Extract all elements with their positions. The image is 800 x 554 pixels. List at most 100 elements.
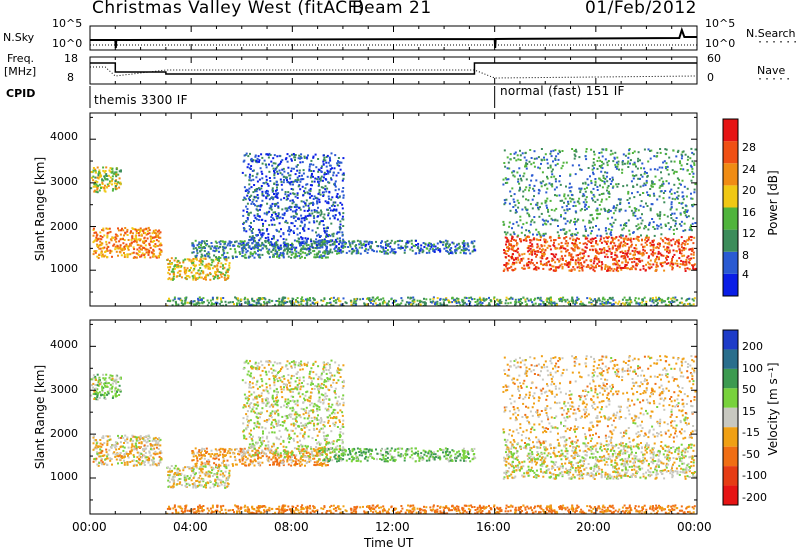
power-cell <box>359 242 362 245</box>
power-cell <box>92 167 95 169</box>
power-cell <box>333 217 336 220</box>
power-cell <box>682 168 685 171</box>
power-cell <box>619 224 622 227</box>
power-cell <box>587 167 590 169</box>
power-cell <box>126 228 129 231</box>
power-cell <box>299 180 302 183</box>
power-cell <box>598 193 601 196</box>
power-cell <box>517 247 520 250</box>
power-cell <box>143 254 146 257</box>
power-cell <box>99 235 102 237</box>
power-cell <box>312 250 315 253</box>
power-cell <box>638 226 641 229</box>
power-cell <box>687 215 690 218</box>
power-cell <box>591 168 594 171</box>
power-cell <box>576 247 579 250</box>
power-cell <box>667 173 670 176</box>
power-cell <box>273 171 276 174</box>
power-cell <box>511 263 514 266</box>
power-cell <box>660 226 663 229</box>
power-cell <box>255 190 258 193</box>
power-cell <box>608 266 611 269</box>
power-cell <box>691 204 693 206</box>
power-cell <box>686 256 689 259</box>
power-cell <box>530 239 533 242</box>
power-cell <box>690 236 693 239</box>
power-cell <box>512 206 515 208</box>
power-cell <box>538 215 541 218</box>
power-cell <box>279 216 282 219</box>
power-cell <box>208 256 211 259</box>
power-cell <box>247 212 250 215</box>
power-cell <box>184 297 187 300</box>
power-cell <box>281 188 284 191</box>
power-cell <box>310 304 312 306</box>
power-cell <box>95 238 98 241</box>
power-cell <box>114 186 117 189</box>
power-cell <box>324 243 326 246</box>
power-cell <box>574 155 577 158</box>
power-cell <box>212 277 215 280</box>
power-cell <box>507 302 510 305</box>
power-cell <box>644 225 647 227</box>
power-cell <box>634 297 637 300</box>
power-cell <box>293 303 296 306</box>
power-cell <box>578 187 581 190</box>
power-cell <box>509 301 512 304</box>
power-cell <box>664 236 667 239</box>
power-cell <box>528 160 531 163</box>
power-cell <box>185 277 188 280</box>
power-cell <box>374 302 377 305</box>
power-cell <box>654 269 657 272</box>
power-cell <box>624 265 626 268</box>
power-cell <box>524 298 527 301</box>
power-cell <box>518 167 521 170</box>
power-cell <box>611 245 614 248</box>
power-cell <box>301 237 304 240</box>
power-cell <box>469 300 472 303</box>
power-cell <box>621 160 624 163</box>
power-cell <box>692 253 695 256</box>
power-cell <box>634 249 637 252</box>
power-cell <box>120 247 123 250</box>
power-cell <box>675 155 678 158</box>
power-cell <box>248 245 251 248</box>
power-cell <box>304 256 306 259</box>
power-cell <box>262 182 265 184</box>
power-cell <box>590 191 593 194</box>
power-cell <box>155 239 158 242</box>
power-cell <box>685 216 688 219</box>
power-cell <box>135 252 138 255</box>
power-cell <box>249 252 252 255</box>
power-cell <box>532 161 535 164</box>
power-cell <box>585 201 588 204</box>
power-cell <box>100 187 102 189</box>
power-cell <box>650 149 653 152</box>
power-cell <box>552 259 555 262</box>
power-cell <box>117 229 120 232</box>
power-cell <box>678 223 681 226</box>
power-cell <box>101 229 104 231</box>
power-cell <box>281 208 284 211</box>
power-cell <box>309 245 312 248</box>
power-cell <box>514 267 517 270</box>
power-cell <box>296 196 299 199</box>
power-cell <box>123 254 126 256</box>
power-cell <box>681 179 684 182</box>
power-cell <box>342 177 345 180</box>
power-cell <box>289 251 292 254</box>
power-cell <box>513 157 516 160</box>
power-cell <box>155 245 158 248</box>
power-cell <box>158 248 161 251</box>
power-cell <box>635 301 638 304</box>
power-cell <box>610 231 612 234</box>
power-cell <box>283 248 286 251</box>
power-cell <box>410 242 413 245</box>
power-cell <box>285 247 288 250</box>
power-cell <box>259 167 262 170</box>
power-cell <box>326 242 329 245</box>
power-cell <box>276 170 279 173</box>
power-cell <box>651 300 654 303</box>
power-cell <box>599 159 602 162</box>
power-cell <box>105 166 108 169</box>
